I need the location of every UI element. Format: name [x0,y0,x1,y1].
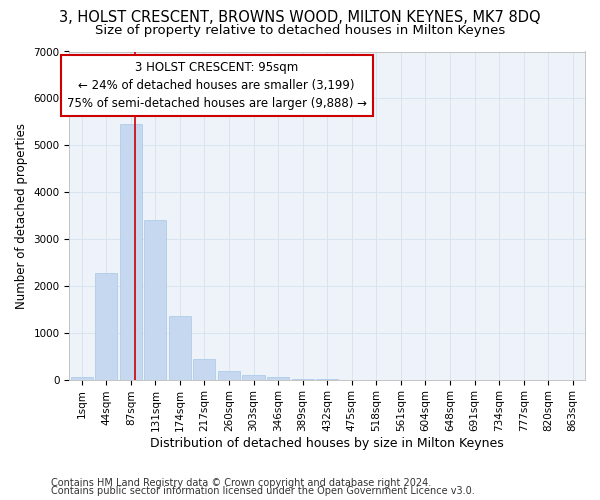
Bar [120,124,142,380]
Text: Size of property relative to detached houses in Milton Keynes: Size of property relative to detached ho… [95,24,505,37]
Bar [169,316,191,380]
Text: Contains HM Land Registry data © Crown copyright and database right 2024.: Contains HM Land Registry data © Crown c… [51,478,431,488]
Bar [144,220,166,380]
Bar [267,377,289,380]
X-axis label: Distribution of detached houses by size in Milton Keynes: Distribution of detached houses by size … [151,437,504,450]
Text: 3, HOLST CRESCENT, BROWNS WOOD, MILTON KEYNES, MK7 8DQ: 3, HOLST CRESCENT, BROWNS WOOD, MILTON K… [59,10,541,25]
Text: 3 HOLST CRESCENT: 95sqm
← 24% of detached houses are smaller (3,199)
75% of semi: 3 HOLST CRESCENT: 95sqm ← 24% of detache… [67,61,367,110]
Bar [95,272,117,380]
Bar [193,358,215,380]
Text: Contains public sector information licensed under the Open Government Licence v3: Contains public sector information licen… [51,486,475,496]
Bar [218,372,240,380]
Bar [242,375,265,380]
Bar [71,378,93,380]
Y-axis label: Number of detached properties: Number of detached properties [15,122,28,308]
